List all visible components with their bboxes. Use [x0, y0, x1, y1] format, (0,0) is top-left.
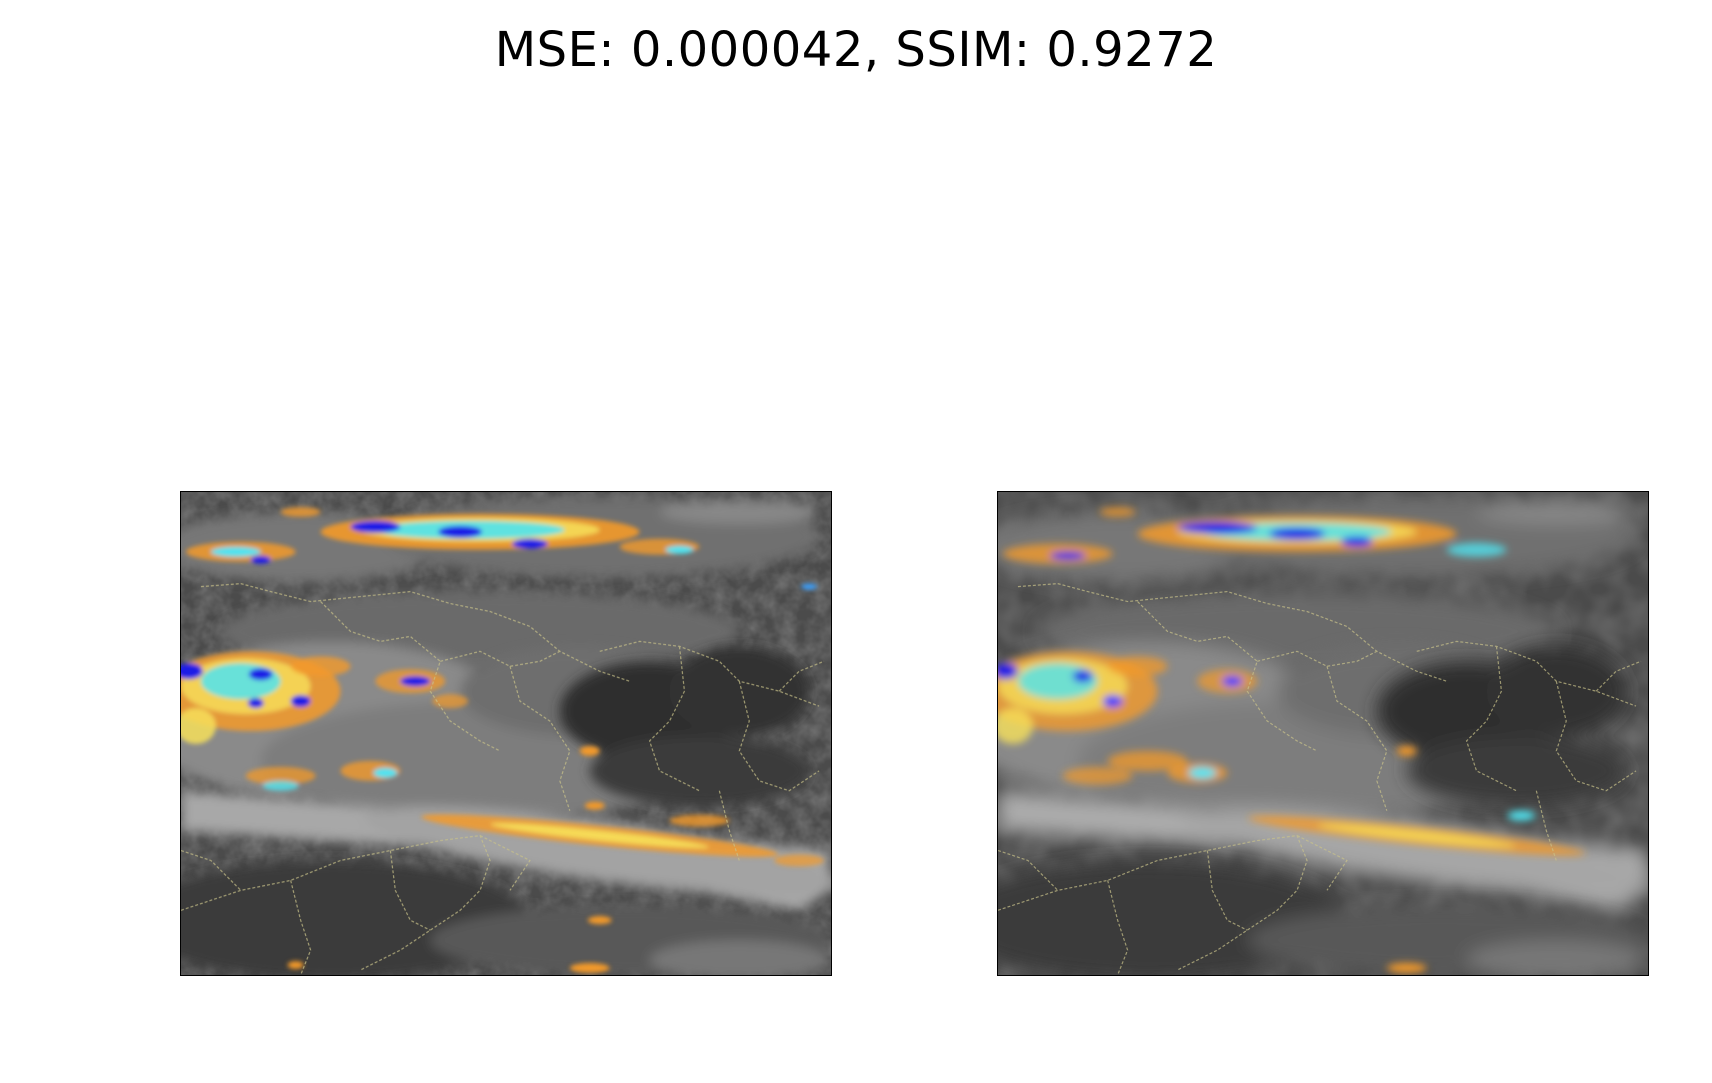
satellite-image-right [997, 491, 1649, 976]
satellite-image-left [180, 491, 832, 976]
figure-title: MSE: 0.000042, SSIM: 0.9272 [494, 22, 1218, 78]
satellite-image-left-graphic [181, 492, 831, 975]
satellite-image-right-graphic [998, 492, 1648, 975]
